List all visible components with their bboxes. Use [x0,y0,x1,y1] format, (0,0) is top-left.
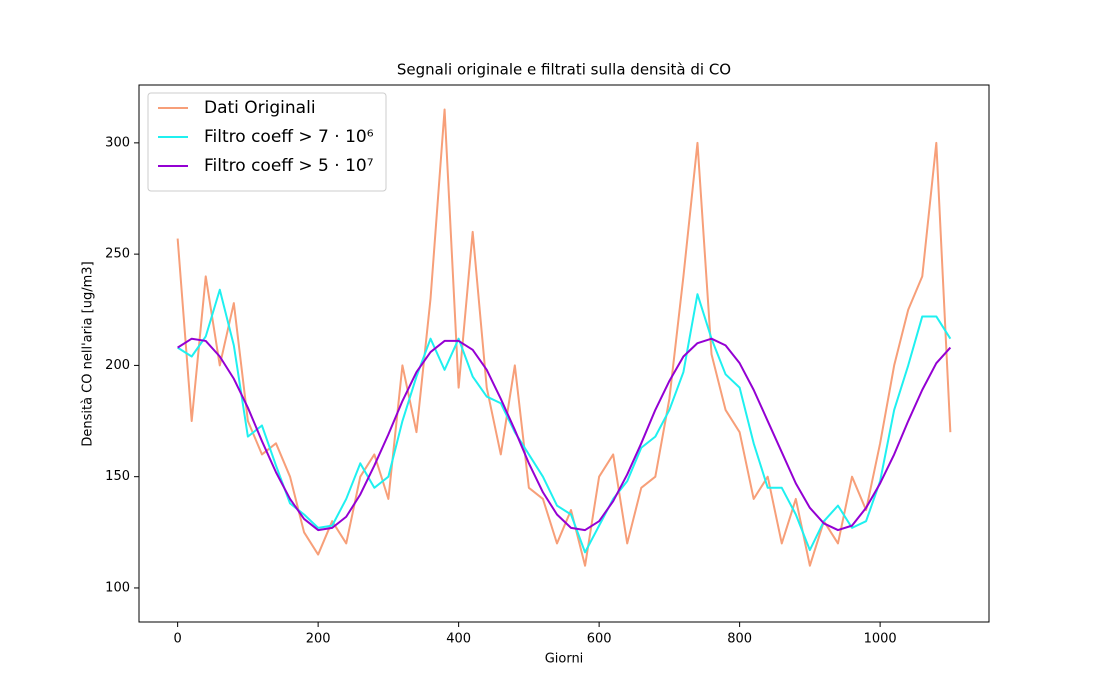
plot-area [176,108,952,567]
series-line [176,108,952,567]
y-tick-label: 150 [105,469,130,484]
y-tick-label: 250 [105,247,130,262]
x-tick-label: 200 [306,632,331,647]
series-line [177,288,952,554]
x-tick-label: 400 [446,632,471,647]
x-tick-label: 800 [727,632,752,647]
legend-label: Filtro coeff > 7 · 10⁶ [204,127,374,147]
x-tick-label: 0 [173,632,181,647]
x-tick-label: 600 [587,632,612,647]
y-tick-label: 300 [105,135,130,150]
chart-title: Segnali originale e filtrati sulla densi… [397,61,731,79]
legend-box [147,92,387,192]
y-axis-label: Densità CO nell'aria [ug/m3] [81,261,96,446]
y-tick-label: 200 [105,358,130,373]
y-tick-label: 100 [105,580,130,595]
x-axis-label: Giorni [545,652,584,667]
legend-label: Filtro coeff > 5 · 10⁷ [204,156,374,176]
series-line [177,337,952,532]
x-tick-label: 1000 [864,632,897,647]
legend-label: Dati Originali [204,98,316,118]
plot-frame [138,84,990,623]
